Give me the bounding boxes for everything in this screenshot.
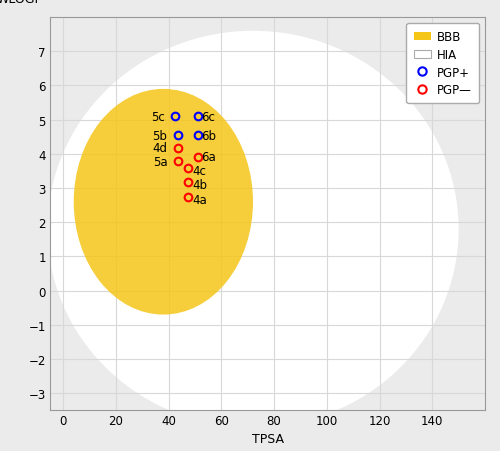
Text: 6c: 6c <box>202 110 215 124</box>
Legend: BBB, HIA, PGP+, PGP—: BBB, HIA, PGP+, PGP— <box>406 24 479 104</box>
X-axis label: TPSA: TPSA <box>252 432 284 445</box>
Text: 4b: 4b <box>192 179 208 192</box>
Text: 6b: 6b <box>202 129 216 142</box>
Text: 4c: 4c <box>192 165 206 178</box>
Ellipse shape <box>74 90 253 315</box>
Text: 4a: 4a <box>192 193 207 207</box>
Y-axis label: WLOGP: WLOGP <box>0 0 42 6</box>
Text: 5c: 5c <box>151 110 164 124</box>
Text: 5b: 5b <box>152 129 168 142</box>
Ellipse shape <box>48 32 459 428</box>
Text: 5a: 5a <box>152 156 168 169</box>
Text: 6a: 6a <box>202 151 216 164</box>
Text: 4d: 4d <box>152 142 168 155</box>
